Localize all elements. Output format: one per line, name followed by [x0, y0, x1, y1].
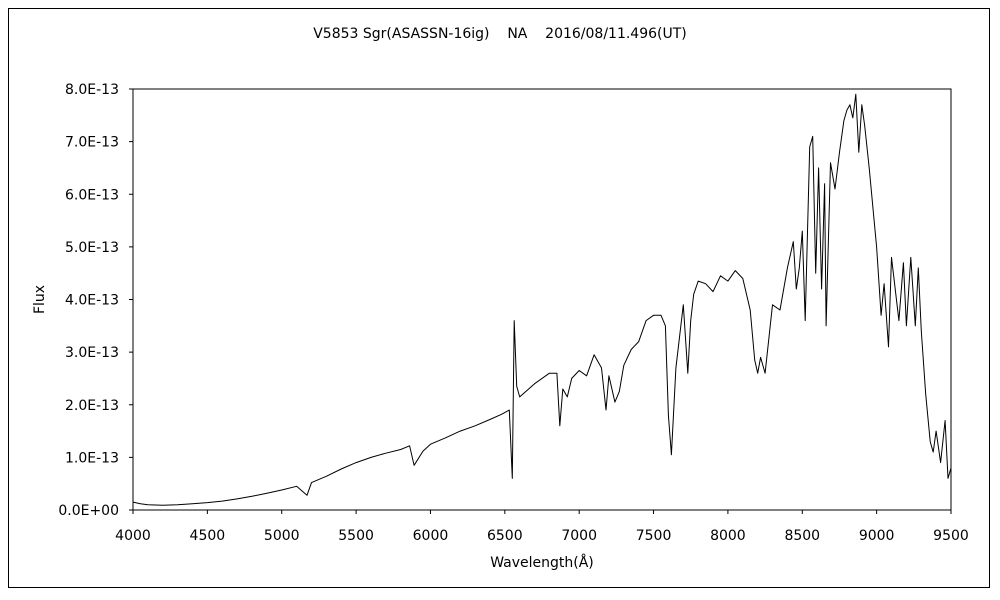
- y-tick-label: 2.0E-13: [65, 398, 119, 414]
- x-tick-label: 4000: [115, 528, 151, 544]
- x-tick-label: 4500: [190, 528, 226, 544]
- plot-area: [132, 88, 952, 511]
- x-tick-label: 9500: [933, 528, 969, 544]
- x-tick-label: 8500: [784, 528, 820, 544]
- y-tick-label: 8.0E-13: [65, 82, 119, 98]
- x-tick-label: 8000: [710, 528, 746, 544]
- y-tick-label: 3.0E-13: [65, 345, 119, 361]
- y-tick-label: 6.0E-13: [65, 187, 119, 203]
- y-tick-label: 4.0E-13: [65, 293, 119, 309]
- y-tick-label: 5.0E-13: [65, 240, 119, 256]
- y-tick-label: 7.0E-13: [65, 135, 119, 151]
- x-tick-label: 7000: [561, 528, 597, 544]
- x-axis-label: Wavelength(Å): [490, 554, 594, 571]
- x-axis: 4000 4500 5000 5500 6000 6500 7000 7500 8000 8500…: [115, 510, 969, 544]
- x-tick-label: 5500: [338, 528, 374, 544]
- x-tick-label: 9000: [859, 528, 895, 544]
- x-tick-label: 6500: [487, 528, 523, 544]
- x-tick-label: 5000: [264, 528, 300, 544]
- chart-frame: [8, 8, 990, 588]
- y-axis-label: Flux: [32, 285, 48, 314]
- x-tick-label: 7500: [636, 528, 672, 544]
- spectrum-line: [132, 93, 952, 506]
- x-tick-label: 6000: [413, 528, 449, 544]
- y-axis: 0.0E+00 1.0E-13 2.0E-13 3.0E-13 4.0E-13 5.0E-…: [58, 82, 133, 519]
- chart-title: V5853 Sgr(ASASSN-16ig) NA 2016/08/11.496…: [313, 26, 687, 42]
- y-tick-label: 1.0E-13: [65, 450, 119, 466]
- y-tick-label: 0.0E+00: [58, 503, 119, 519]
